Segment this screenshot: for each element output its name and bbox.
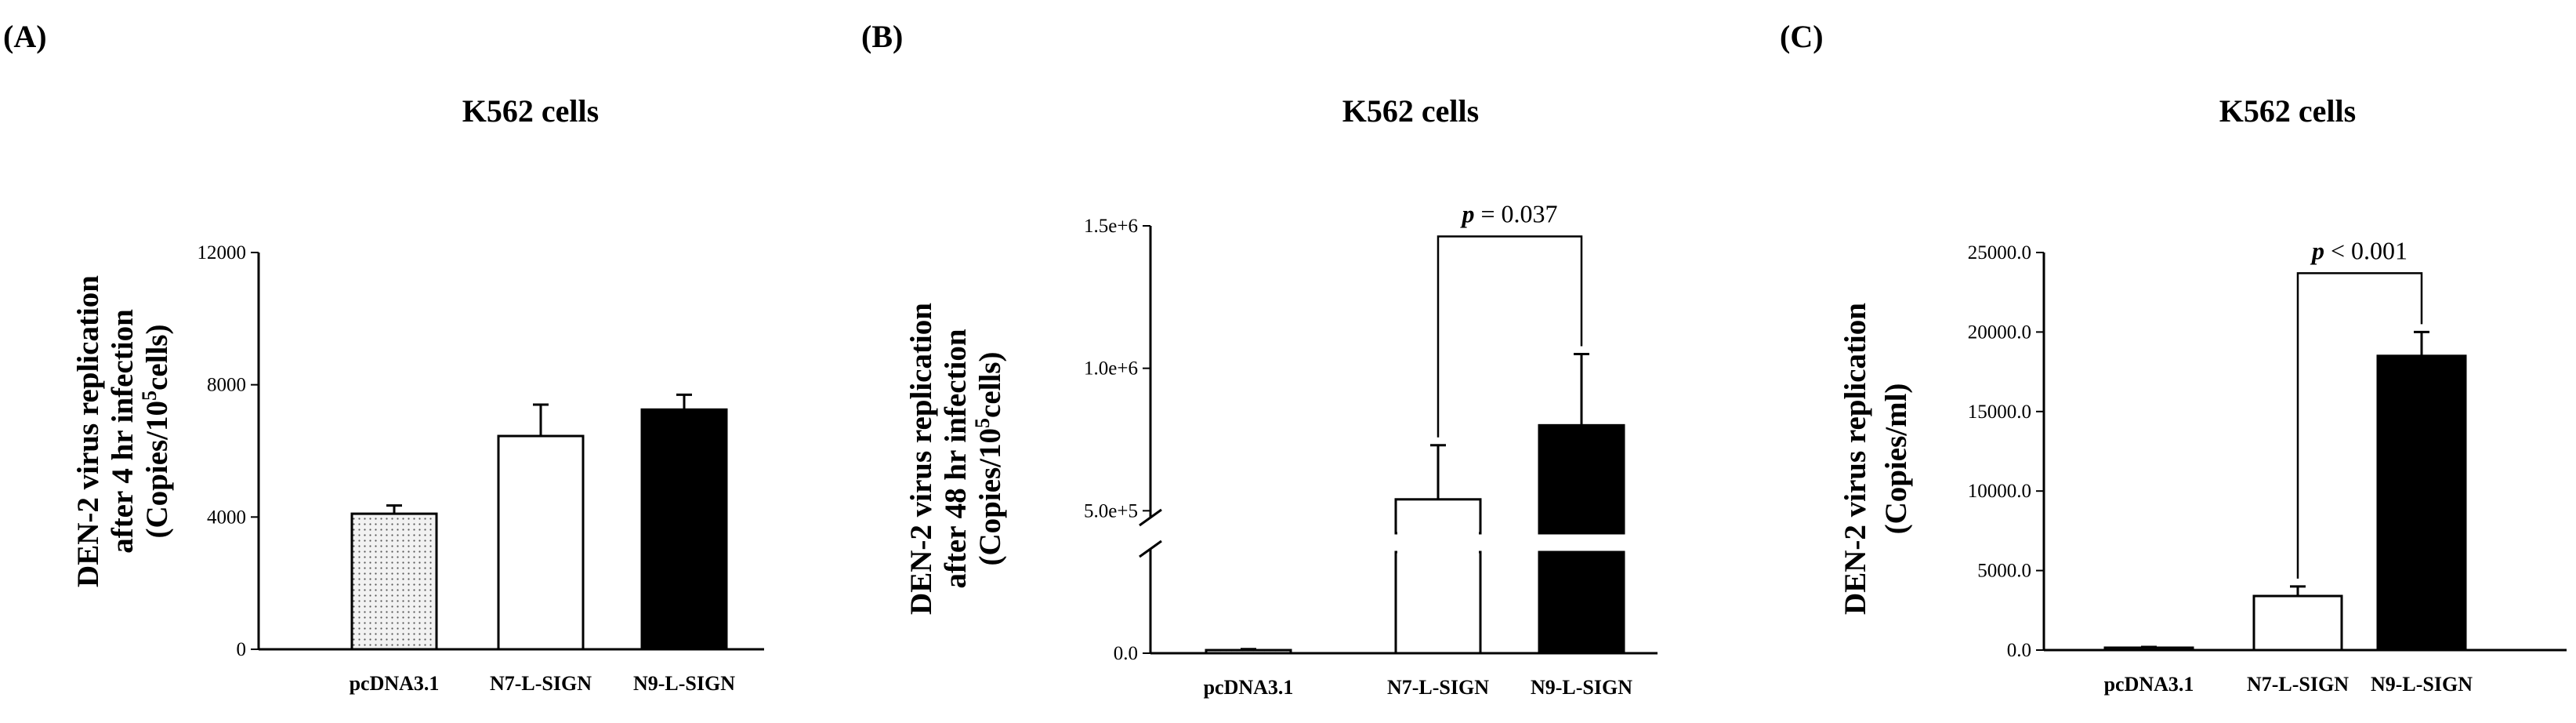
bar [640, 408, 728, 651]
panel-0: (A) K562 cells DEN-2 virus replicationafte… [3, 19, 764, 695]
p-value-label: p = 0.037 [1459, 200, 1557, 228]
x-category-label: pcDNA3.1 [350, 672, 440, 695]
y-tick-label: 5.0e+5 [1084, 500, 1138, 521]
panel-1: (B) K562 cells DEN-2 virus replicationafte… [861, 19, 1658, 699]
y-tick-label: 25000.0 [1968, 242, 2031, 263]
y-axis-label-part: DEN-2 virus replication [1839, 303, 1872, 615]
chart-title: K562 cells [1342, 93, 1479, 129]
p-letter: p [2310, 236, 2324, 264]
x-category-label: N9-L-SIGN [633, 672, 735, 695]
y-tick-label: 0 [237, 639, 247, 660]
y-axis-label: DEN-2 virus replicationafter 48 hr infec… [904, 303, 1007, 615]
x-category-label: N7-L-SIGN [1387, 676, 1489, 699]
x-category-label: pcDNA3.1 [1204, 676, 1294, 699]
y-tick-label: 4000 [207, 507, 246, 528]
y-axis-label-part: (Copies/10 [973, 428, 1007, 566]
bar [2376, 354, 2467, 652]
y-axis-label-part: 5 [971, 418, 994, 428]
y-axis-label-part: cells) [973, 352, 1007, 418]
bar [1538, 550, 1625, 655]
axis-break-mark [1139, 508, 1162, 527]
y-axis-label: DEN-2 virus replication (Copies/ml) [1839, 303, 1913, 615]
bar [497, 434, 585, 651]
significance-bracket [2296, 272, 2423, 579]
bar [2103, 646, 2194, 652]
bar [1394, 550, 1482, 655]
bar [1538, 423, 1625, 535]
y-tick-label: 12000 [197, 242, 247, 263]
panel-letter: (A) [3, 19, 47, 54]
y-axis-label: DEN-2 virus replicationafter 4 hr infect… [71, 275, 174, 587]
x-category-label: N7-L-SIGN [2247, 673, 2349, 696]
y-tick-label: 1.0e+6 [1084, 358, 1138, 380]
panel-letter: (B) [861, 19, 903, 54]
y-axis-label-part: 5 [138, 391, 161, 401]
y-axis-label-part: cells) [140, 325, 174, 391]
p-value: = 0.037 [1474, 200, 1557, 228]
chart-title: K562 cells [2219, 93, 2356, 129]
panel-2: (C) K562 cells DEN-2 virus replication (Cop… [1780, 19, 2567, 696]
axis-break-mark [1139, 540, 1162, 558]
y-axis-label-part: after 4 hr infection [106, 309, 139, 554]
y-axis-label-part: DEN-2 virus replication [71, 275, 105, 587]
x-category-label: N9-L-SIGN [1531, 676, 1632, 699]
bar [350, 512, 438, 651]
y-tick-label: 0.0 [1114, 643, 1138, 664]
x-category-label: N7-L-SIGN [490, 672, 592, 695]
chart-title: K562 cells [462, 93, 599, 129]
significance-bracket [1437, 235, 1583, 438]
bar [1394, 498, 1482, 535]
y-tick-label: 1.5e+6 [1084, 216, 1138, 237]
bar [1205, 649, 1292, 655]
y-axis-label-part: after 48 hr infection [939, 329, 973, 588]
p-letter: p [1459, 200, 1474, 228]
y-axis-label-part: DEN-2 virus replication [904, 303, 938, 615]
panel-letter: (C) [1780, 19, 1824, 54]
bar [2252, 594, 2343, 652]
x-category-label: pcDNA3.1 [2104, 673, 2194, 696]
y-tick-label: 20000.0 [1968, 322, 2031, 343]
y-tick-label: 10000.0 [1968, 481, 2031, 502]
y-axis-label-part: (Copies/10 [140, 401, 174, 539]
p-value: < 0.001 [2324, 236, 2408, 264]
y-tick-label: 0.0 [2007, 640, 2031, 661]
p-value-label: p < 0.001 [2310, 236, 2408, 264]
y-axis-label-part: (Copies/ml) [1879, 383, 1913, 535]
y-tick-label: 15000.0 [1968, 401, 2031, 423]
y-tick-label: 8000 [207, 375, 246, 396]
y-tick-label: 5000.0 [1977, 561, 2031, 582]
x-category-label: N9-L-SIGN [2371, 673, 2473, 696]
